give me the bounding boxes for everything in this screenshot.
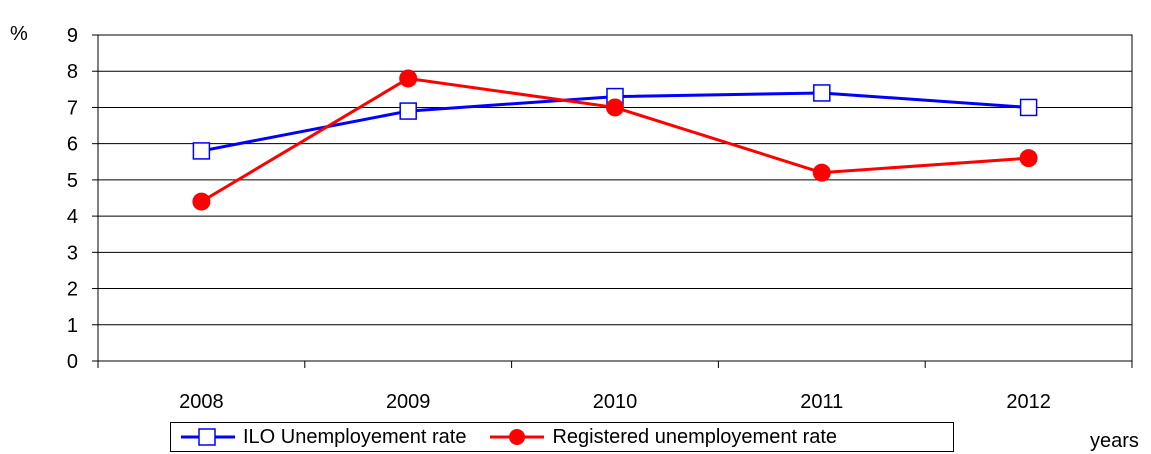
legend-item-ilo: ILO Unemployement rate xyxy=(179,426,466,449)
legend-item-registered: Registered unemployement rate xyxy=(488,426,837,449)
data-point-registered xyxy=(1019,149,1038,168)
legend-label-registered: Registered unemployement rate xyxy=(552,425,838,448)
y-tick-label: 3 xyxy=(67,242,78,264)
data-point-registered xyxy=(812,163,831,182)
y-tick-label: 1 xyxy=(67,315,78,337)
x-tick-label: 2009 xyxy=(386,391,431,413)
y-tick-label: 7 xyxy=(67,97,78,119)
legend-symbol-registered xyxy=(490,429,545,445)
y-tick-label: 5 xyxy=(67,170,78,192)
data-point-registered xyxy=(192,192,211,211)
y-tick-label: 8 xyxy=(67,61,78,83)
x-tick-label: 2008 xyxy=(179,391,224,413)
plot-area xyxy=(97,34,1133,362)
data-point-registered xyxy=(606,98,624,117)
data-point-ilo xyxy=(192,142,211,160)
x-tick-label: 2011 xyxy=(800,391,843,413)
x-tick-label: 2012 xyxy=(1006,391,1051,413)
x-axis-label: years xyxy=(1090,430,1139,452)
y-tick-label: 2 xyxy=(67,279,78,301)
y-tick-label: 6 xyxy=(67,134,78,156)
x-tick-label: 2010 xyxy=(593,391,638,413)
data-point-registered xyxy=(399,69,418,88)
data-point-ilo xyxy=(813,84,831,102)
y-tick-label: 0 xyxy=(67,351,78,373)
legend-symbol-ilo xyxy=(181,428,235,446)
data-point-ilo xyxy=(1019,98,1038,117)
y-tick-label: 9 xyxy=(67,25,78,47)
chart-legend: ILO Unemployement rate Registered unempl… xyxy=(170,422,954,452)
data-point-ilo xyxy=(399,102,417,120)
legend-label-ilo: ILO Unemployement rate xyxy=(243,425,467,448)
y-tick-label: 4 xyxy=(67,206,78,228)
y-axis-label: % xyxy=(10,23,28,45)
